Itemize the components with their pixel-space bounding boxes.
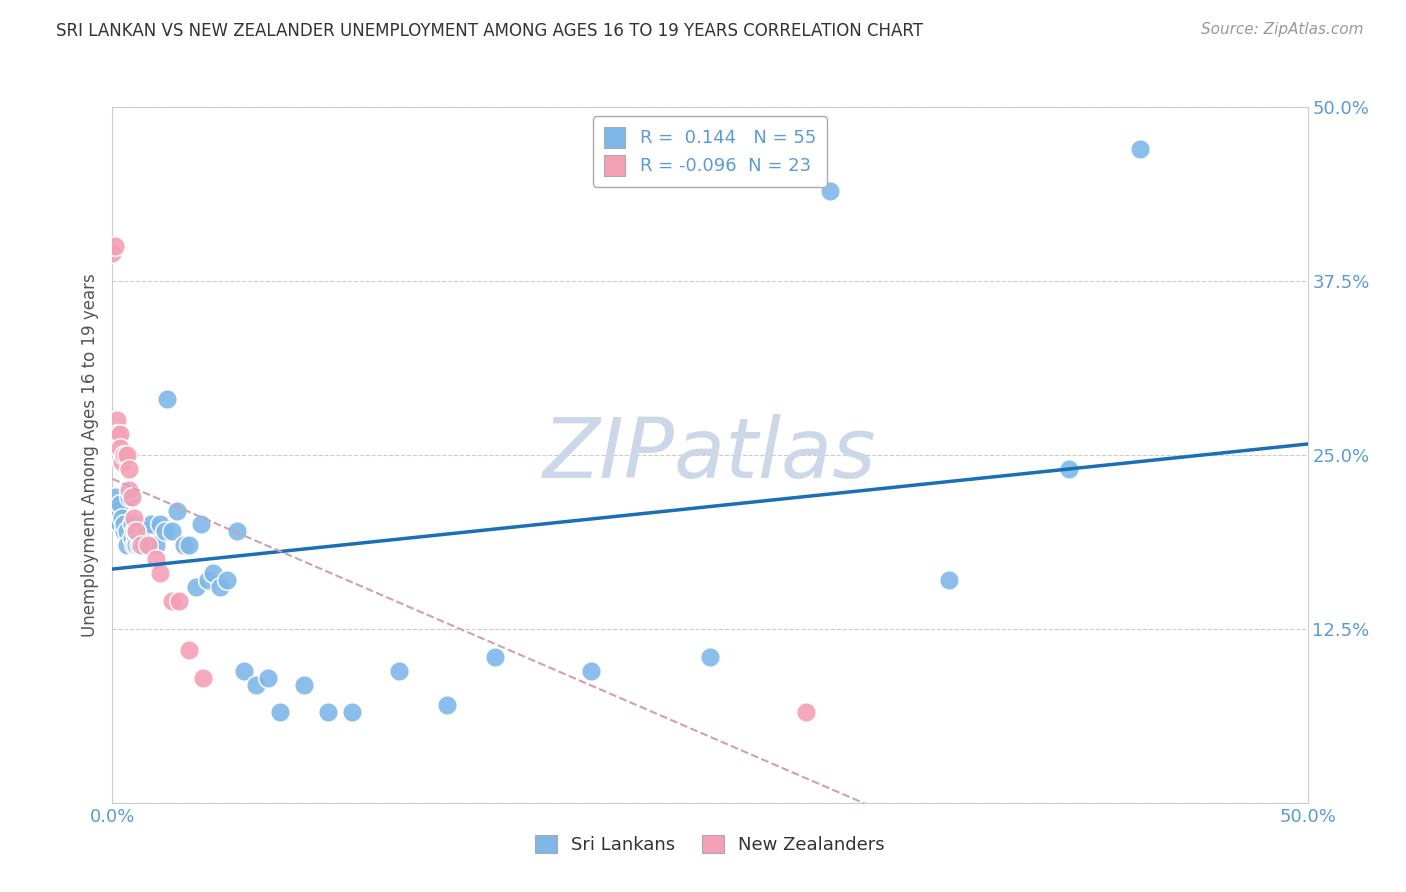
Point xyxy=(111,455,134,469)
Point xyxy=(108,497,131,511)
Point xyxy=(145,552,167,566)
Text: Source: ZipAtlas.com: Source: ZipAtlas.com xyxy=(1201,22,1364,37)
Point xyxy=(105,427,128,442)
Point xyxy=(579,664,602,678)
Point xyxy=(125,538,148,552)
Point xyxy=(115,448,138,462)
Point xyxy=(132,538,155,552)
Point xyxy=(938,573,960,587)
Point xyxy=(699,649,721,664)
Point xyxy=(111,510,134,524)
Point xyxy=(292,677,315,691)
Point xyxy=(197,573,219,587)
Legend: Sri Lankans, New Zealanders: Sri Lankans, New Zealanders xyxy=(526,826,894,863)
Point xyxy=(156,392,179,407)
Point xyxy=(125,524,148,539)
Point xyxy=(818,184,841,198)
Point xyxy=(128,538,150,552)
Point xyxy=(105,413,128,427)
Point xyxy=(153,524,176,539)
Point xyxy=(245,677,267,691)
Point xyxy=(125,524,148,539)
Point xyxy=(388,664,411,678)
Point xyxy=(166,503,188,517)
Point xyxy=(115,524,138,539)
Point xyxy=(118,462,141,476)
Point xyxy=(101,246,124,260)
Point xyxy=(122,510,145,524)
Point xyxy=(105,503,128,517)
Point xyxy=(1129,142,1152,156)
Point xyxy=(1057,462,1080,476)
Point xyxy=(177,642,200,657)
Point xyxy=(114,448,135,462)
Point xyxy=(209,580,232,594)
Point xyxy=(794,706,817,720)
Point xyxy=(125,532,148,546)
Point xyxy=(121,490,143,504)
Point xyxy=(436,698,458,713)
Point xyxy=(233,664,256,678)
Point xyxy=(118,490,141,504)
Point xyxy=(138,538,160,552)
Point xyxy=(201,566,224,581)
Point xyxy=(225,524,247,539)
Point xyxy=(118,483,141,497)
Point xyxy=(316,706,339,720)
Y-axis label: Unemployment Among Ages 16 to 19 years: Unemployment Among Ages 16 to 19 years xyxy=(80,273,98,637)
Point xyxy=(186,580,208,594)
Point xyxy=(114,517,135,532)
Point xyxy=(104,239,127,253)
Point xyxy=(108,427,131,442)
Point xyxy=(145,538,167,552)
Point xyxy=(108,517,131,532)
Point xyxy=(269,706,291,720)
Text: SRI LANKAN VS NEW ZEALANDER UNEMPLOYMENT AMONG AGES 16 TO 19 YEARS CORRELATION C: SRI LANKAN VS NEW ZEALANDER UNEMPLOYMENT… xyxy=(56,22,924,40)
Point xyxy=(115,538,138,552)
Point xyxy=(484,649,506,664)
Point xyxy=(162,594,183,608)
Point xyxy=(162,524,183,539)
Point xyxy=(135,524,157,539)
Point xyxy=(138,532,160,546)
Point xyxy=(129,538,152,552)
Point xyxy=(129,532,152,546)
Point xyxy=(122,538,145,552)
Point xyxy=(177,538,200,552)
Point xyxy=(121,532,143,546)
Point xyxy=(190,517,212,532)
Text: ZIPatlas: ZIPatlas xyxy=(543,415,877,495)
Point xyxy=(139,538,162,552)
Point xyxy=(340,706,363,720)
Point xyxy=(257,671,280,685)
Point xyxy=(193,671,215,685)
Point xyxy=(149,517,172,532)
Point xyxy=(217,573,239,587)
Point xyxy=(108,441,131,455)
Point xyxy=(104,490,127,504)
Point xyxy=(122,524,145,539)
Point xyxy=(114,524,135,539)
Point xyxy=(169,594,191,608)
Point xyxy=(121,517,143,532)
Point xyxy=(173,538,195,552)
Point xyxy=(149,566,172,581)
Point xyxy=(139,517,162,532)
